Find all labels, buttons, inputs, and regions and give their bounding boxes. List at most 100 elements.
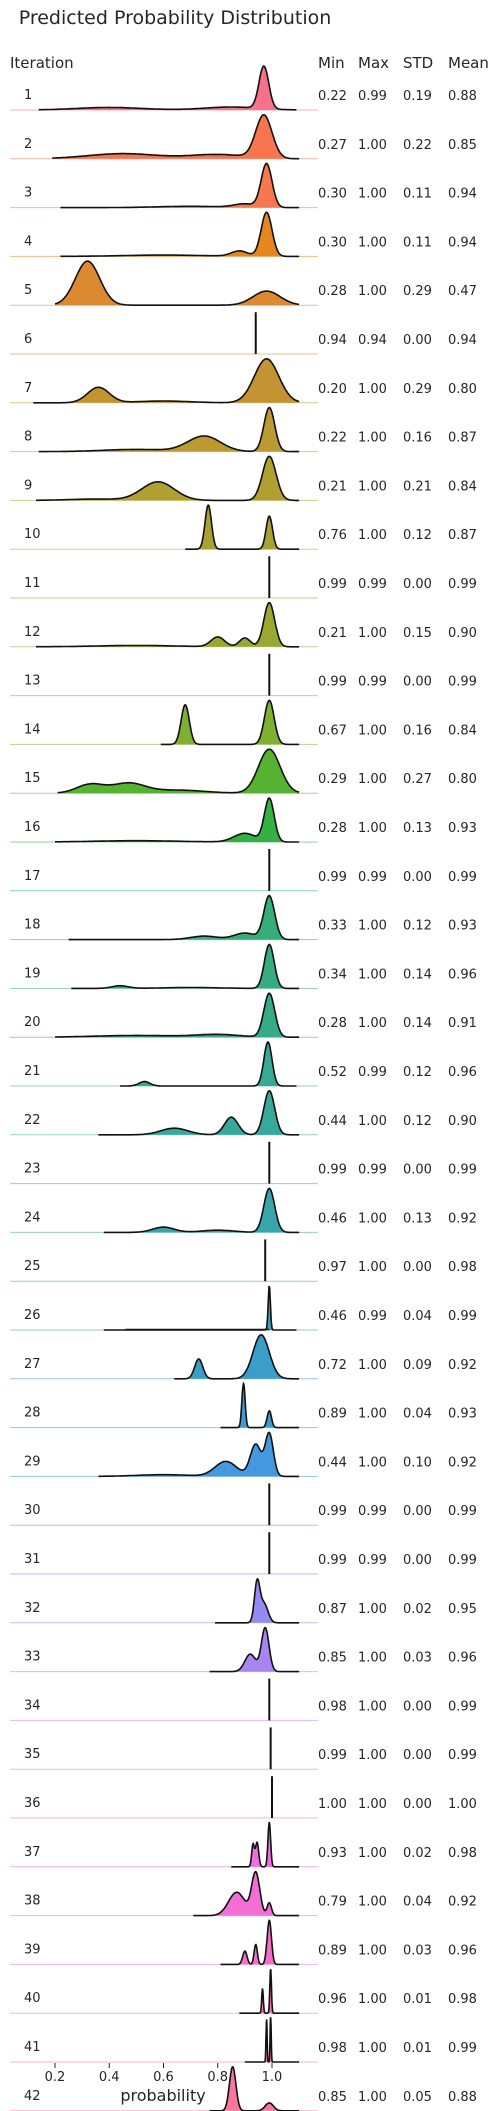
density-outline — [38, 64, 297, 111]
row-stat: 0.85 — [448, 138, 477, 153]
row-stat: 0.99 — [448, 577, 477, 592]
row-label: 36 — [24, 1796, 41, 1811]
row-stat: 0.99 — [448, 2041, 477, 2056]
stat-header-min: Min — [318, 54, 345, 72]
row-stat: 1.00 — [358, 919, 387, 934]
density-fill — [215, 1578, 300, 1623]
row-stat: 1.00 — [358, 1407, 387, 1422]
row-stat: 0.99 — [358, 577, 387, 592]
row-stat: 0.93 — [448, 821, 477, 836]
x-tick-label: 0.2 — [45, 2070, 66, 2085]
row-stat: 0.27 — [318, 138, 347, 153]
row-stat: 0.92 — [448, 1211, 477, 1226]
ridge-row: 25 0.97 1.00 0.00 0.98 — [10, 1239, 477, 1282]
density-fill — [209, 2066, 300, 2111]
row-stat: 1.00 — [358, 235, 387, 250]
row-stat: 0.99 — [448, 1309, 477, 1324]
row-stat: 0.03 — [403, 1943, 432, 1958]
row-stat: 0.88 — [448, 2090, 477, 2105]
row-stat: 0.00 — [403, 333, 432, 348]
ridge-row: 38 0.79 1.00 0.04 0.92 — [10, 1870, 477, 1917]
row-label: 42 — [24, 2089, 41, 2104]
density-outline — [36, 455, 300, 502]
row-stat: 0.99 — [318, 577, 347, 592]
row-stat: 0.46 — [318, 1309, 347, 1324]
row-stat: 0.99 — [448, 675, 477, 690]
ridge-row: 26 0.46 0.99 0.04 0.99 — [10, 1285, 477, 1331]
x-tick-label: 0.8 — [207, 2070, 228, 2085]
x-axis: 0.2 0.4 0.6 0.8 1.0 — [45, 2063, 282, 2085]
ridge-row: 37 0.93 1.00 0.02 0.98 — [10, 1821, 477, 1868]
row-stat: 0.47 — [448, 284, 477, 299]
ridge-row: 36 1.00 1.00 0.00 1.00 — [10, 1776, 477, 1819]
row-stat: 0.14 — [403, 1016, 432, 1031]
row-stat: 0.02 — [403, 1846, 432, 1861]
ridge-row: 8 0.22 1.00 0.16 0.87 — [10, 406, 477, 453]
row-stat: 0.96 — [448, 1943, 477, 1958]
row-label: 23 — [24, 1162, 41, 1177]
density-fill — [60, 163, 300, 208]
row-stat: 1.00 — [358, 284, 387, 299]
row-stat: 0.21 — [403, 479, 432, 494]
row-stat: 0.98 — [448, 1846, 477, 1861]
row-stat: 0.29 — [403, 382, 432, 397]
density-outline — [231, 1821, 300, 1868]
row-stat: 0.30 — [318, 235, 347, 250]
row-stat: 0.12 — [403, 1065, 432, 1080]
density-fill — [160, 700, 300, 745]
ridge-row: 31 0.99 0.99 0.00 0.99 — [10, 1532, 477, 1575]
ridge-row: 32 0.87 1.00 0.02 0.95 — [10, 1577, 477, 1624]
row-stat: 0.99 — [318, 1504, 347, 1519]
density-fill — [38, 66, 297, 110]
density-outline — [209, 1626, 300, 1673]
x-axis-label: probability — [120, 2086, 205, 2105]
row-label: 6 — [24, 332, 32, 347]
row-stat: 0.90 — [448, 1114, 477, 1129]
density-fill — [55, 261, 300, 306]
row-stat: 0.12 — [403, 919, 432, 934]
row-stat: 0.87 — [448, 528, 477, 543]
row-stat: 1.00 — [318, 1797, 347, 1812]
row-stat: 0.19 — [403, 89, 432, 104]
density-outline — [55, 796, 300, 843]
ridge-row: 12 0.21 1.00 0.15 0.90 — [10, 602, 477, 648]
density-fill — [103, 1188, 300, 1233]
row-stat: 0.03 — [403, 1651, 432, 1666]
ridge-row: 4 0.30 1.00 0.11 0.94 — [10, 211, 477, 258]
row-stat: 0.99 — [358, 1553, 387, 1568]
ridge-row: 16 0.28 1.00 0.13 0.93 — [10, 796, 477, 843]
row-stat: 0.67 — [318, 723, 347, 738]
row-stat: 0.22 — [318, 431, 347, 446]
row-stat: 1.00 — [358, 1895, 387, 1910]
row-stat: 1.00 — [358, 967, 387, 982]
row-label: 22 — [24, 1113, 41, 1128]
row-stat: 0.99 — [448, 870, 477, 885]
row-stat: 0.00 — [403, 1699, 432, 1714]
ridge-row: 33 0.85 1.00 0.03 0.96 — [10, 1626, 477, 1673]
density-fill — [220, 1383, 300, 1428]
row-stat: 0.28 — [318, 1016, 347, 1031]
density-outline — [98, 1089, 300, 1136]
row-stat: 0.96 — [318, 1992, 347, 2007]
row-stat: 0.99 — [358, 675, 387, 690]
density-outline — [68, 894, 300, 941]
row-stat: 0.00 — [403, 1797, 432, 1812]
row-label: 15 — [24, 771, 41, 786]
row-label: 3 — [24, 186, 32, 201]
row-label: 11 — [24, 576, 41, 591]
ridge-row: 6 0.94 0.94 0.00 0.94 — [10, 312, 477, 355]
row-label: 17 — [24, 869, 41, 884]
row-label: 28 — [24, 1406, 41, 1421]
row-label: 1 — [24, 88, 32, 103]
row-stat: 0.00 — [403, 1553, 432, 1568]
ridge-row: 23 0.99 0.99 0.00 0.99 — [10, 1141, 477, 1185]
row-stat: 0.89 — [318, 1943, 347, 1958]
row-label: 34 — [24, 1698, 41, 1713]
row-stat: 0.80 — [448, 772, 477, 787]
row-stat: 0.12 — [403, 1114, 432, 1129]
row-stat: 0.96 — [448, 967, 477, 982]
row-stat: 1.00 — [358, 772, 387, 787]
row-stat: 0.13 — [403, 1211, 432, 1226]
row-stat: 0.30 — [318, 187, 347, 202]
density-outline — [54, 260, 300, 306]
